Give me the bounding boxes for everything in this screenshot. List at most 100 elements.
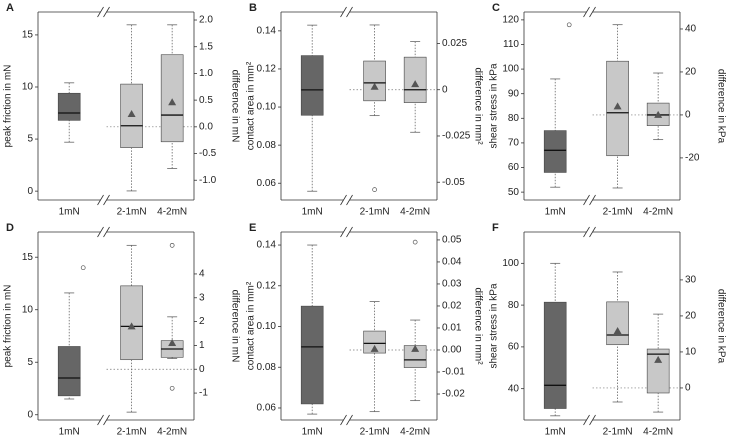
y2-tick-label: 1 (199, 340, 205, 351)
axis-break (346, 414, 353, 426)
y2-tick-label: 10 (685, 347, 697, 358)
x-tick-label: 2-1mN (117, 207, 147, 218)
y-tick-label: 60 (508, 162, 520, 173)
y2-tick-label: 0.00 (442, 345, 462, 356)
y2-tick-label: -0.025 (442, 131, 471, 142)
y-tick-label: 0.12 (257, 280, 277, 291)
mean-marker (168, 339, 177, 347)
y2-tick-label: 20 (685, 311, 697, 322)
panel-label: B (249, 2, 257, 14)
y-tick-label: 5 (27, 357, 33, 368)
y-tick-label: 80 (508, 300, 520, 311)
y2-tick-label: -0.01 (442, 367, 465, 378)
x-tick-label: 4-2mN (400, 207, 430, 218)
y2-axis-label: difference in mN (229, 290, 240, 363)
y2-tick-label: 2.0 (199, 15, 213, 26)
y-axis-label: contact area in mm² (246, 61, 257, 150)
y2-axis-label: difference in kPa (715, 69, 726, 144)
outlier (372, 187, 377, 192)
axis-break (589, 226, 596, 238)
axis-break (340, 226, 347, 238)
outlier (169, 385, 175, 391)
y-tick-label: 100 (502, 258, 519, 269)
axis-break (97, 414, 104, 426)
y-tick-label: 0.10 (257, 321, 277, 332)
x-tick-label: 1mN (59, 427, 80, 436)
x-tick-label: 2-1mN (603, 207, 633, 218)
y2-tick-label: -0.5 (199, 148, 217, 159)
mean-marker (168, 98, 177, 106)
x-tick-label: 2-1mN (360, 207, 390, 218)
y-tick-label: 70 (508, 138, 520, 149)
axis-break (103, 414, 110, 426)
y2-tick-label: 40 (685, 24, 697, 35)
mean-marker (370, 82, 379, 90)
mean-marker (613, 102, 622, 110)
y-axis-label: peak friction in mN (3, 65, 14, 148)
y-axis-label: shear stress in kPa (489, 63, 500, 148)
x-tick-label: 1mN (302, 427, 323, 436)
y2-tick-label: 20 (685, 67, 697, 78)
panel-label: D (6, 222, 14, 234)
y-tick-label: 0 (27, 186, 33, 197)
y-tick-label: 80 (508, 113, 520, 124)
mean-marker (411, 80, 420, 88)
y2-tick-label: 3 (199, 292, 205, 303)
y2-tick-label: 0.03 (442, 279, 462, 290)
y-tick-label: 50 (508, 187, 520, 198)
box (160, 54, 184, 143)
mean-marker (370, 344, 379, 352)
mean-marker (127, 110, 136, 118)
y2-tick-label: 0 (199, 364, 205, 375)
y-tick-label: 0.10 (257, 102, 277, 113)
axis-break (97, 6, 104, 18)
x-tick-label: 4-2mN (643, 207, 673, 218)
box (57, 92, 81, 121)
box (543, 301, 567, 409)
axis-break (97, 226, 104, 238)
x-tick-label: 1mN (302, 207, 323, 218)
box (646, 348, 670, 394)
outlier (412, 239, 418, 245)
y2-tick-label: 4 (199, 269, 205, 280)
y2-tick-label: -1.0 (199, 175, 217, 186)
y-axis-label: contact area in mm² (246, 281, 257, 370)
axis-break (583, 6, 590, 18)
y2-axis-label: difference in mN (229, 70, 240, 143)
y2-tick-label: 0.0 (199, 121, 213, 132)
y-tick-label: 90 (508, 88, 520, 99)
y2-tick-label: -0.02 (442, 389, 465, 400)
y-tick-label: 15 (22, 252, 34, 263)
y2-tick-label: 0 (442, 84, 448, 95)
y2-tick-label: 30 (685, 275, 697, 286)
y-tick-label: 0.08 (257, 140, 277, 151)
y-tick-label: 0.06 (257, 403, 277, 414)
x-tick-label: 2-1mN (603, 427, 633, 436)
axis-break (103, 194, 110, 206)
axis-break (583, 226, 590, 238)
axis-break (340, 194, 347, 206)
outlier (80, 265, 86, 271)
y-tick-label: 0 (27, 409, 33, 420)
panel-label: F (492, 222, 499, 234)
x-tick-label: 1mN (545, 427, 566, 436)
y2-tick-label: 0.01 (442, 323, 462, 334)
y-tick-label: 10 (22, 82, 34, 93)
mean-marker (411, 344, 420, 352)
y2-tick-label: -1 (199, 388, 208, 399)
box (363, 330, 386, 354)
axis-break (589, 194, 596, 206)
y2-tick-label: -20 (685, 153, 700, 164)
box (403, 56, 427, 103)
y-tick-label: 0.08 (257, 362, 277, 373)
axis-break (346, 194, 353, 206)
y-tick-label: 5 (27, 134, 33, 145)
panel-label: A (6, 2, 14, 14)
mean-marker (654, 110, 663, 118)
axis-break (346, 6, 353, 18)
y2-tick-label: 0 (685, 383, 691, 394)
panel-label: C (492, 2, 500, 14)
axis-break (589, 414, 596, 426)
y2-tick-label: 1.0 (199, 68, 213, 79)
box (606, 301, 629, 346)
